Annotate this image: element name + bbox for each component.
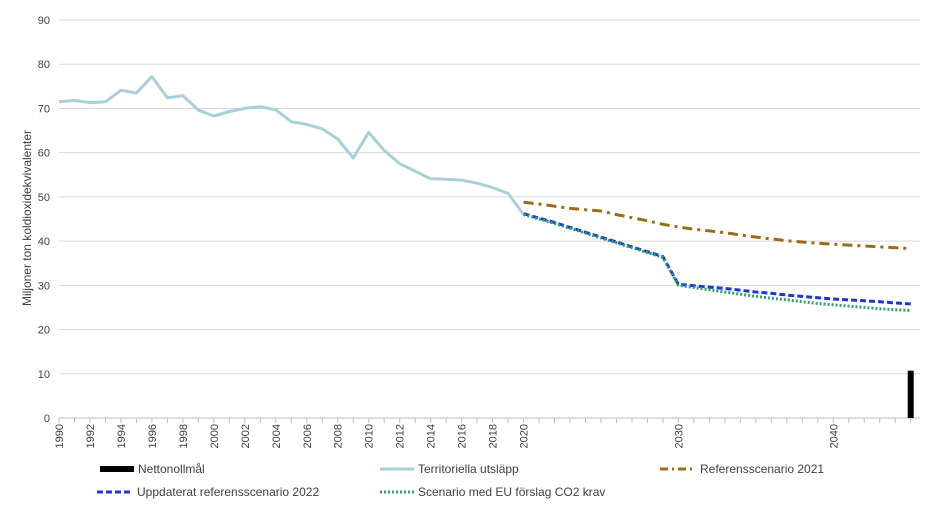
x-tick-label: 2018 xyxy=(488,424,500,448)
y-tick-label: 0 xyxy=(44,413,50,425)
legend-label: Uppdaterat referensscenario 2022 xyxy=(137,485,320,499)
y-tick-label: 20 xyxy=(38,325,50,337)
y-tick-labels: 0 10 20 30 40 50 60 70 80 90 xyxy=(38,15,50,425)
legend-swatch-solid xyxy=(380,467,414,471)
x-tick-label: 2010 xyxy=(364,424,376,448)
y-tick-label: 10 xyxy=(38,369,50,381)
x-tick-labels: 1990 1992 1994 1996 1998 2000 2002 2004 2006 2008… xyxy=(54,424,840,448)
legend-swatch-dotted xyxy=(380,490,414,494)
x-tick-label: 1990 xyxy=(54,424,66,448)
axes xyxy=(58,417,920,423)
legend-swatch-dashdot xyxy=(660,467,696,471)
legend-label: Scenario med EU förslag CO2 krav xyxy=(418,485,606,499)
series-referensscenario-2021-line xyxy=(523,200,911,251)
x-tick-label: 1998 xyxy=(178,424,190,448)
y-tick-label: 90 xyxy=(38,15,50,27)
x-tick-label: 2004 xyxy=(271,424,283,448)
x-tick-label: 2016 xyxy=(457,424,469,448)
x-tick-label: 2020 xyxy=(519,424,531,448)
legend-label: Referensscenario 2021 xyxy=(700,462,825,476)
legend-item-territoriella: Territoriella utsläpp xyxy=(380,462,519,476)
x-tick-label: 2002 xyxy=(240,424,252,448)
y-axis-label: Miljoner ton koldioxidekvivalenter xyxy=(20,130,34,306)
x-tick-label: 2014 xyxy=(426,424,438,448)
x-tick-label: 1994 xyxy=(116,424,128,448)
series-territoriella-utsl-pp-line xyxy=(58,75,525,216)
x-tick-label: 2040 xyxy=(828,424,840,448)
legend-item-eu-forslag: Scenario med EU förslag CO2 krav xyxy=(380,485,605,499)
y-tick-label: 80 xyxy=(38,59,50,71)
x-tick-label: 1996 xyxy=(147,424,159,448)
nettonollmal-bar xyxy=(907,370,914,418)
y-tick-label: 60 xyxy=(38,148,50,160)
gridlines xyxy=(59,19,920,375)
y-tick-label: 70 xyxy=(38,103,50,115)
x-tick-label: 1992 xyxy=(85,424,97,448)
x-tick-label: 2008 xyxy=(333,424,345,448)
x-tick-label: 2000 xyxy=(209,424,221,448)
legend-label: Nettonollmål xyxy=(138,462,205,476)
legend-swatch-dashed xyxy=(97,490,133,494)
legend-swatch-bar xyxy=(100,466,134,472)
legend: Nettonollmål Territoriella utsläpp Refer… xyxy=(0,455,935,515)
legend-label: Territoriella utsläpp xyxy=(418,462,519,476)
x-tick-label: 2012 xyxy=(395,424,407,448)
y-tick-label: 40 xyxy=(38,236,50,248)
y-tick-label: 30 xyxy=(38,280,50,292)
y-tick-label: 50 xyxy=(38,192,50,204)
series-scenario-med-eu-f-rslag-co2-krav-line xyxy=(523,213,911,312)
legend-item-referens-2021: Referensscenario 2021 xyxy=(660,462,824,476)
x-tick-label: 2006 xyxy=(302,424,314,448)
legend-item-nettonollmal: Nettonollmål xyxy=(100,462,205,476)
series-layer xyxy=(58,75,914,418)
x-tick-label: 2030 xyxy=(673,424,685,448)
legend-item-uppdaterat-2022: Uppdaterat referensscenario 2022 xyxy=(97,485,319,499)
series-uppdaterat-referensscenario-2022-line xyxy=(523,212,911,306)
